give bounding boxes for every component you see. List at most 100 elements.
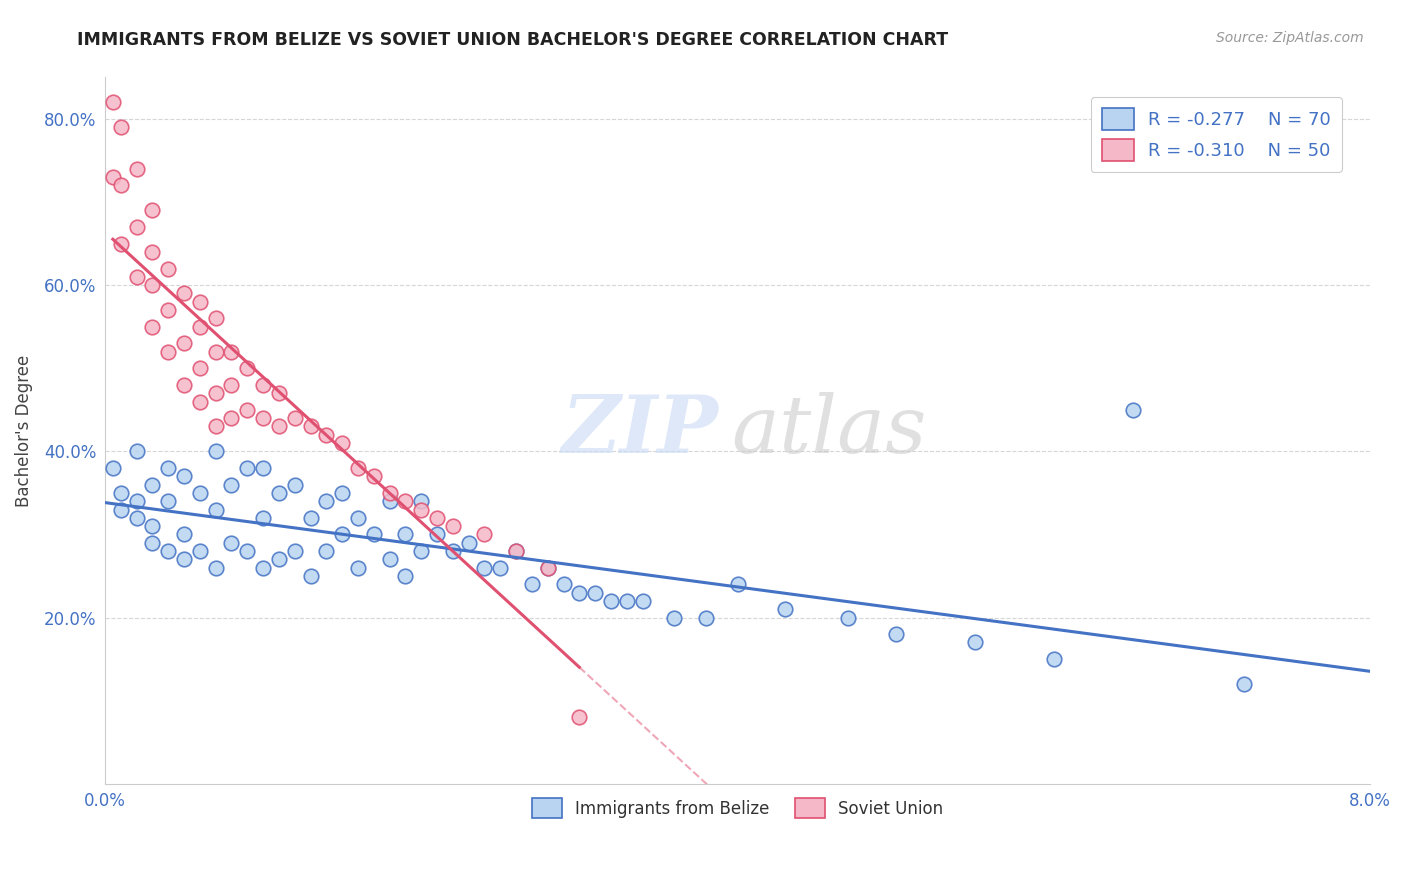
Point [631,594,654,608]
Point [394,494,416,508]
Point [363,469,385,483]
Point [252,377,274,392]
Point [330,486,353,500]
Point [141,535,163,549]
Point [110,120,132,135]
Point [173,377,195,392]
Point [157,494,180,508]
Point [474,560,496,574]
Point [110,502,132,516]
Point [568,585,591,599]
Point [141,203,163,218]
Point [252,560,274,574]
Point [188,544,211,558]
Point [110,236,132,251]
Point [173,286,195,301]
Point [474,527,496,541]
Point [411,544,433,558]
Point [505,544,527,558]
Point [236,361,259,376]
Point [204,444,226,458]
Point [884,627,907,641]
Point [204,344,226,359]
Point [141,477,163,491]
Point [347,461,370,475]
Point [1122,402,1144,417]
Point [441,519,464,533]
Point [837,610,859,624]
Point [394,527,416,541]
Point [773,602,796,616]
Point [315,427,337,442]
Point [236,544,259,558]
Point [141,278,163,293]
Point [963,635,986,649]
Point [284,544,307,558]
Point [221,477,243,491]
Point [284,411,307,425]
Point [221,411,243,425]
Point [347,560,370,574]
Point [157,544,180,558]
Point [347,511,370,525]
Point [157,303,180,318]
Point [188,394,211,409]
Point [315,544,337,558]
Point [204,419,226,434]
Point [221,377,243,392]
Point [252,411,274,425]
Point [299,511,322,525]
Point [101,95,124,110]
Point [267,386,290,401]
Text: Source: ZipAtlas.com: Source: ZipAtlas.com [1216,31,1364,45]
Point [426,527,449,541]
Point [125,494,148,508]
Y-axis label: Bachelor's Degree: Bachelor's Degree [15,354,32,507]
Point [252,461,274,475]
Point [1042,652,1064,666]
Point [141,519,163,533]
Point [363,527,385,541]
Point [457,535,479,549]
Text: ZIP: ZIP [561,392,718,469]
Point [284,477,307,491]
Point [188,486,211,500]
Point [378,486,401,500]
Point [330,436,353,450]
Text: atlas: atlas [731,392,927,469]
Text: IMMIGRANTS FROM BELIZE VS SOVIET UNION BACHELOR'S DEGREE CORRELATION CHART: IMMIGRANTS FROM BELIZE VS SOVIET UNION B… [77,31,949,49]
Point [616,594,638,608]
Point [157,261,180,276]
Point [411,494,433,508]
Point [505,544,527,558]
Point [188,319,211,334]
Point [204,386,226,401]
Point [173,469,195,483]
Point [125,511,148,525]
Point [101,170,124,185]
Point [520,577,543,591]
Point [157,461,180,475]
Point [141,244,163,259]
Point [173,552,195,566]
Point [221,344,243,359]
Point [537,560,560,574]
Point [378,494,401,508]
Point [537,560,560,574]
Point [299,419,322,434]
Point [204,560,226,574]
Point [583,585,606,599]
Point [110,486,132,500]
Point [173,527,195,541]
Point [188,361,211,376]
Point [411,502,433,516]
Point [489,560,512,574]
Point [394,569,416,583]
Point [236,402,259,417]
Legend: Immigrants from Belize, Soviet Union: Immigrants from Belize, Soviet Union [526,791,950,825]
Point [236,461,259,475]
Point [441,544,464,558]
Point [141,319,163,334]
Point [315,494,337,508]
Point [330,527,353,541]
